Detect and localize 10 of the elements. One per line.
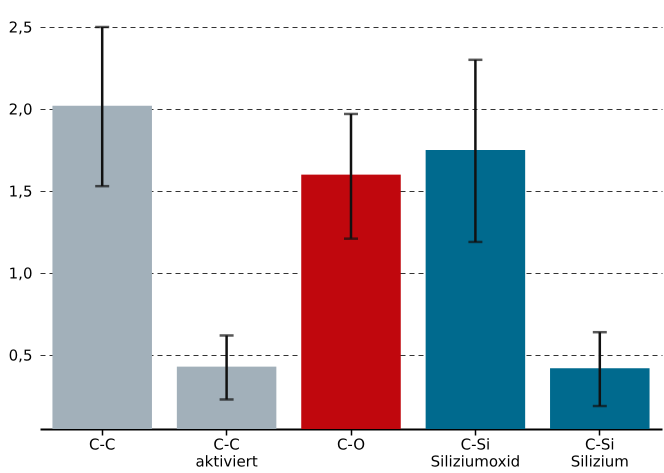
y-tick-label: 1,0 <box>8 264 32 283</box>
y-tick-label: 1,5 <box>8 182 32 201</box>
y-tick-label: 0,5 <box>8 346 32 365</box>
x-tick-label: C-C aktiviert <box>195 436 258 470</box>
x-tick-label: C-Si Silizium <box>570 436 629 470</box>
x-tick-label: C-C <box>89 436 116 454</box>
x-tick-label: C-Si Siliziumoxid <box>430 436 520 470</box>
y-tick-label: 2,5 <box>8 18 32 36</box>
y-tick-label: 2,0 <box>8 100 32 119</box>
x-tick-label: C-O <box>336 436 366 454</box>
